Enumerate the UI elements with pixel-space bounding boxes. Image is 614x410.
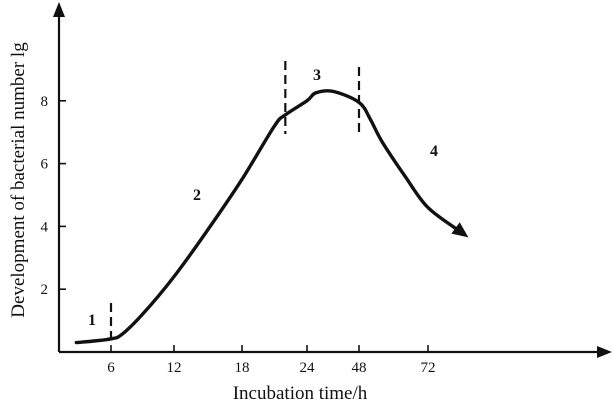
y-tick-label-0: 2 xyxy=(41,282,49,298)
phase-label-1: 1 xyxy=(88,312,96,329)
x-ticks: 6 12 18 24 48 72 xyxy=(107,345,436,376)
y-axis-arrow-icon xyxy=(53,2,65,17)
x-axis-title: Incubation time/h xyxy=(233,383,368,404)
curve-arrow-icon xyxy=(451,222,469,238)
phase-label-4: 4 xyxy=(430,143,438,160)
x-tick-label-4: 48 xyxy=(352,360,367,376)
x-tick-label-0: 6 xyxy=(107,360,115,376)
y-tick-label-2: 6 xyxy=(41,157,49,173)
phase-label-3: 3 xyxy=(313,67,321,84)
x-tick-label-1: 12 xyxy=(167,360,182,376)
x-tick-label-2: 18 xyxy=(235,360,250,376)
curve-points xyxy=(75,90,464,344)
x-axis-arrow-icon xyxy=(597,346,612,358)
growth-curve xyxy=(74,89,464,345)
x-tick-label-5: 72 xyxy=(421,360,436,376)
y-axis-title: Development of bacterial number lg xyxy=(8,42,29,318)
phase-dividers xyxy=(109,61,361,340)
y-tick-label-1: 4 xyxy=(41,219,49,235)
y-tick-label-3: 8 xyxy=(41,94,49,110)
x-tick-label-3: 24 xyxy=(300,360,316,376)
y-ticks: 2 4 6 8 xyxy=(41,94,66,298)
phase-label-2: 2 xyxy=(193,187,201,204)
